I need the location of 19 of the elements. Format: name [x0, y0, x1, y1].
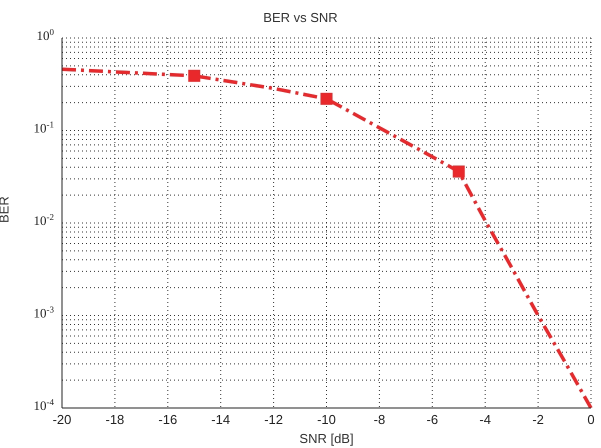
y-tick-label: 10$^{-2}$ [34, 212, 54, 228]
y-tick-label: 10$^{0}$ [36, 27, 54, 43]
x-tick-label: 0 [587, 412, 595, 427]
x-tick-label: -20 [52, 412, 72, 427]
y-axis-title: BER [0, 196, 12, 223]
x-tick-label: -12 [264, 412, 283, 427]
y-tick-label: 10$^{-1}$ [34, 120, 54, 136]
x-axis-title: SNR [dB] [299, 431, 354, 446]
chart-title: BER vs SNR [262, 10, 339, 25]
x-tick-label: -4 [479, 412, 491, 427]
x-tick-label: -10 [317, 412, 336, 427]
y-tick-label: 10$^{-3}$ [34, 304, 54, 320]
x-tick-label: -14 [211, 412, 230, 427]
y-tick-label: 10$^{-4}$ [34, 397, 54, 413]
x-tick-label: -6 [426, 412, 438, 427]
x-tick-label: -8 [374, 412, 386, 427]
x-tick-label: -2 [532, 412, 544, 427]
x-tick-label: -18 [106, 412, 124, 427]
x-tick-label: -16 [158, 412, 178, 427]
